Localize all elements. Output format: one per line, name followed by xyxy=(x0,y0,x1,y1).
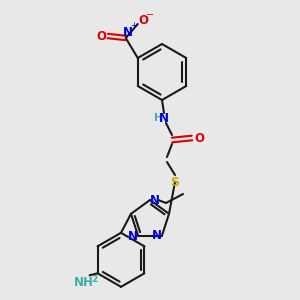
Text: N: N xyxy=(159,112,169,124)
Text: NH: NH xyxy=(74,276,94,289)
Text: O: O xyxy=(194,131,204,145)
Text: −: − xyxy=(146,10,154,20)
Text: H: H xyxy=(154,113,162,123)
Text: N: N xyxy=(128,230,138,243)
Text: N: N xyxy=(152,229,162,242)
Text: N: N xyxy=(123,26,133,38)
Text: 2: 2 xyxy=(92,275,98,284)
Text: N: N xyxy=(150,194,160,206)
Text: O: O xyxy=(97,29,107,43)
Text: +: + xyxy=(130,20,137,29)
Text: S: S xyxy=(170,176,179,188)
Text: O: O xyxy=(139,14,149,28)
